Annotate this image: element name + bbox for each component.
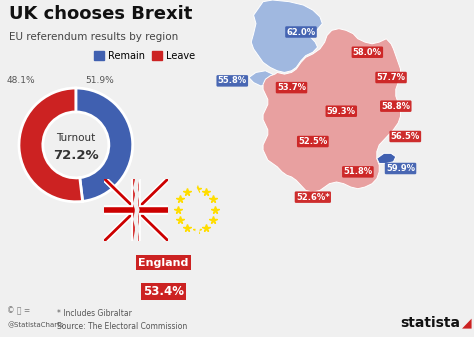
Polygon shape: [377, 153, 396, 163]
Text: * Includes Gibraltar: * Includes Gibraltar: [57, 309, 132, 318]
Text: statista: statista: [400, 315, 460, 330]
Text: 59.3%: 59.3%: [327, 107, 356, 116]
Text: ◢: ◢: [462, 316, 472, 330]
Legend: Remain, Leave: Remain, Leave: [90, 47, 199, 65]
Text: UK chooses Brexit: UK chooses Brexit: [9, 5, 193, 23]
Text: 58.0%: 58.0%: [353, 48, 382, 57]
Text: Source: The Electoral Commission: Source: The Electoral Commission: [57, 322, 187, 331]
Wedge shape: [19, 88, 82, 202]
Text: 51.9%: 51.9%: [85, 75, 114, 85]
Text: 58.8%: 58.8%: [381, 102, 410, 111]
Polygon shape: [249, 71, 275, 86]
Text: EU referendum results by region: EU referendum results by region: [9, 32, 179, 42]
Wedge shape: [76, 88, 133, 202]
Text: 48.1%: 48.1%: [7, 75, 36, 85]
Text: 56.5%: 56.5%: [391, 132, 420, 141]
Text: @StatistaCharts: @StatistaCharts: [7, 322, 64, 329]
Text: 72.2%: 72.2%: [53, 149, 99, 162]
Text: 59.9%: 59.9%: [386, 164, 415, 173]
Text: © ⓘ =: © ⓘ =: [7, 306, 30, 315]
Text: 53.7%: 53.7%: [277, 83, 306, 92]
Text: 55.8%: 55.8%: [218, 76, 247, 85]
Text: 62.0%: 62.0%: [286, 28, 316, 36]
Text: 52.6%*: 52.6%*: [296, 193, 330, 202]
Text: 51.8%: 51.8%: [343, 167, 373, 176]
Polygon shape: [263, 29, 401, 192]
Text: Turnout: Turnout: [56, 133, 95, 143]
Text: 57.7%: 57.7%: [376, 73, 406, 82]
Text: 52.5%: 52.5%: [298, 137, 328, 146]
Text: 53.4%: 53.4%: [143, 285, 184, 298]
Text: England: England: [138, 258, 189, 268]
Polygon shape: [251, 0, 322, 72]
